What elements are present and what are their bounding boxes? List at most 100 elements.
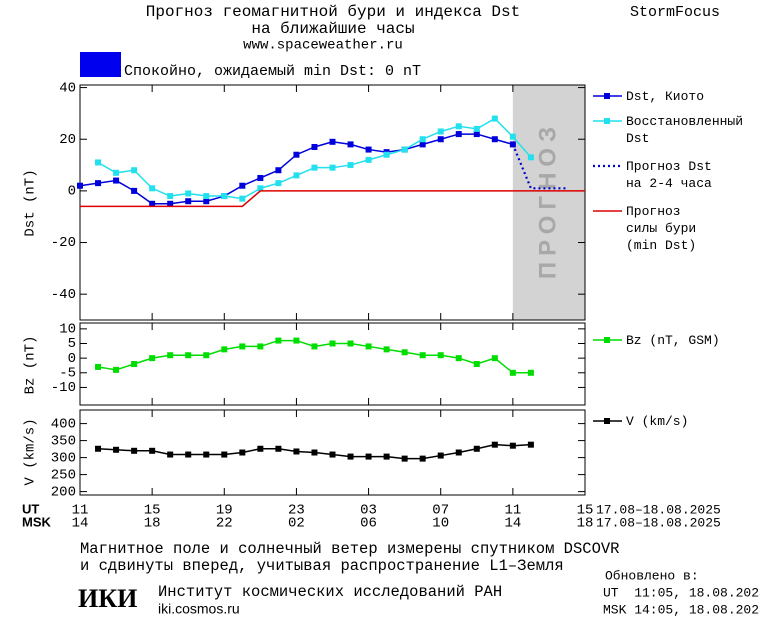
legend-marker: [604, 418, 610, 424]
forecast-label: ПРОГНОЗ: [534, 121, 561, 279]
x-tick-label: 10: [432, 516, 449, 532]
data-point: [131, 447, 138, 454]
data-point: [167, 451, 174, 458]
x-tick-label: 11: [72, 503, 89, 519]
data-point: [347, 453, 354, 460]
data-point: [419, 352, 426, 359]
data-point: [383, 151, 390, 158]
x-tick-label: 23: [288, 503, 305, 519]
updated-msk: MSK 14:05, 18.08.2025: [603, 602, 760, 617]
y-tick-label: -10: [51, 380, 76, 396]
data-point: [491, 355, 498, 362]
data-point: [419, 136, 426, 143]
series-line: [80, 190, 585, 208]
y-tick-label: 350: [51, 433, 76, 449]
data-point: [365, 156, 372, 163]
x-tick-label: 11: [504, 503, 521, 519]
y-tick-label: 250: [51, 467, 76, 483]
data-point: [113, 177, 120, 184]
data-point: [257, 445, 264, 452]
y-tick-label: 200: [51, 484, 76, 500]
data-point: [473, 131, 480, 138]
plot-frame: [79, 409, 586, 496]
y-tick-label: -40: [51, 287, 76, 303]
site: www.spaceweather.ru: [243, 38, 403, 54]
x-tick-label: 14: [504, 516, 521, 532]
legend-marker: [604, 337, 610, 343]
data-point: [329, 451, 336, 458]
data-point: [473, 361, 480, 367]
data-point: [257, 185, 264, 192]
x-tick-label: 07: [432, 503, 449, 519]
data-point: [149, 355, 156, 362]
data-point: [203, 198, 210, 205]
y-axis-title: Bz (nT): [23, 336, 39, 395]
data-point: [437, 352, 444, 359]
data-point: [347, 141, 354, 148]
x-tick-label: 15: [144, 503, 161, 519]
data-point: [239, 195, 246, 202]
x-tick-label: 06: [360, 516, 377, 532]
data-point: [365, 146, 372, 153]
data-point: [491, 441, 498, 448]
data-point: [131, 361, 138, 367]
status-text: Спокойно, ожидаемый min Dst: 0 nT: [124, 63, 421, 80]
data-point: [365, 453, 372, 460]
data-point: [329, 164, 336, 171]
data-point: [77, 182, 83, 189]
y-tick-label: 0: [68, 184, 76, 200]
data-point: [329, 340, 336, 347]
legend-label: Bz (nT, GSM): [626, 333, 720, 348]
y-tick-label: -5: [59, 365, 76, 381]
data-point: [527, 154, 534, 161]
data-point: [455, 123, 462, 130]
legend-label: Dst, Киото: [626, 89, 705, 104]
plot-frame: [79, 84, 586, 321]
x-range: 17.08–18.08.2025: [596, 502, 721, 517]
updated-ut: UT 11:05, 18.08.2025: [603, 585, 760, 600]
legend-label: Прогноз Dst на 2-4 часа: [626, 159, 712, 191]
x-row-label: UT: [22, 501, 39, 516]
data-point: [221, 193, 228, 200]
y-axis-title: Dst (nT): [23, 169, 39, 236]
y-tick-label: -20: [51, 235, 76, 251]
data-point: [491, 115, 498, 122]
data-point: [221, 346, 228, 353]
data-point: [113, 169, 120, 176]
data-point: [131, 167, 138, 174]
data-point: [275, 180, 282, 187]
data-point: [455, 449, 462, 456]
series-line: [511, 143, 567, 190]
data-point: [383, 346, 390, 353]
data-point: [383, 453, 390, 460]
legend-marker: [604, 93, 610, 99]
data-point: [455, 131, 462, 138]
data-point: [95, 180, 102, 187]
x-tick-label: 18: [144, 516, 161, 532]
data-point: [293, 172, 300, 179]
data-point: [437, 136, 444, 143]
status-indicator: [80, 52, 121, 77]
data-point: [437, 128, 444, 135]
legend-label: Восстановленный Dst: [626, 114, 744, 146]
x-range: 17.08–18.08.2025: [596, 515, 721, 530]
data-point: [527, 369, 534, 376]
data-point: [95, 159, 102, 166]
y-tick-label: 400: [51, 416, 76, 432]
y-tick-label: 20: [59, 132, 76, 148]
footer-note: и сдвинуты вперед, учитывая распростране…: [80, 557, 564, 575]
x-tick-label: 15: [577, 503, 594, 519]
data-point: [455, 355, 462, 362]
data-point: [203, 193, 210, 200]
data-point: [437, 452, 444, 459]
data-point: [401, 455, 408, 462]
data-point: [419, 141, 426, 148]
data-point: [113, 366, 120, 373]
data-point: [95, 445, 102, 452]
footer-note: Магнитное поле и солнечный ветер измерен…: [80, 540, 620, 558]
y-tick-label: 40: [59, 80, 76, 96]
institute: Институт космических исследований РАН: [158, 583, 502, 601]
data-point: [509, 442, 516, 449]
data-point: [275, 167, 282, 174]
